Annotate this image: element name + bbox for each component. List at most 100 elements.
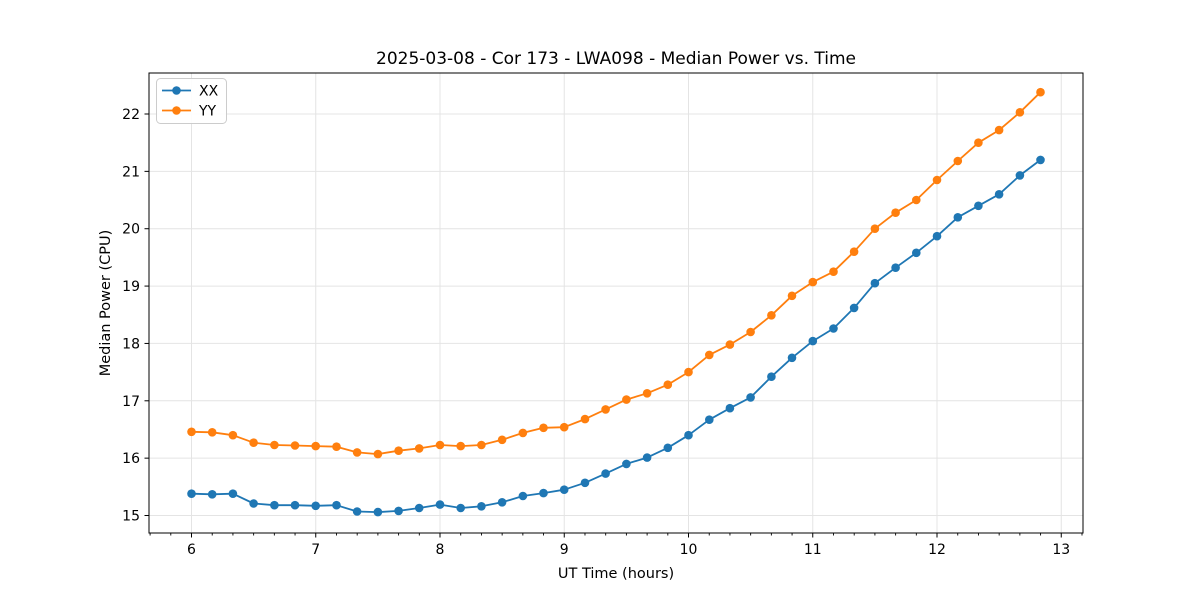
series-xx-marker <box>207 490 217 499</box>
x-tick-label: 13 <box>1052 542 1070 558</box>
series-xx-marker <box>953 213 963 222</box>
y-tick-label: 15 <box>122 509 140 525</box>
legend-label: YY <box>198 104 217 120</box>
series-xx-marker <box>435 500 445 509</box>
series-xx-marker <box>642 453 652 462</box>
series-xx-marker <box>270 500 279 510</box>
series-xx-marker <box>622 459 631 469</box>
series-yy-marker <box>891 208 900 217</box>
series-yy-marker <box>746 327 755 337</box>
series-xx-marker <box>891 263 900 273</box>
series-yy-marker <box>767 311 776 320</box>
series-xx-marker <box>477 502 486 511</box>
series-xx-line <box>191 159 1042 513</box>
series-yy-marker <box>456 441 466 451</box>
series-yy-marker <box>912 195 921 205</box>
series-xx-marker <box>994 190 1004 199</box>
series-yy-marker <box>725 340 735 349</box>
axis-tick-labels: 6 7 8 9 10 11 12 13 15 16 17 18 19 20 21 22 <box>122 107 1070 558</box>
plot-border <box>148 72 1084 534</box>
series-xx-marker <box>332 500 341 510</box>
series-xx-marker <box>311 501 321 511</box>
series-xx-marker <box>1015 171 1025 180</box>
series-yy-marker <box>994 125 1004 135</box>
x-tick-label: 12 <box>928 542 946 558</box>
series-yy-marker <box>290 441 300 450</box>
y-tick-label: 20 <box>122 222 140 238</box>
series-yy-marker <box>1015 108 1025 117</box>
series-yy-marker <box>974 138 983 147</box>
series-yy-marker <box>559 422 569 432</box>
series-xx-marker <box>352 507 362 516</box>
series-xx-marker <box>559 485 569 495</box>
series-xx-marker <box>725 403 735 413</box>
series-yy-marker <box>870 224 880 233</box>
series-yy-marker <box>539 423 548 433</box>
series-xx-marker <box>228 489 238 499</box>
series-yy-marker <box>622 395 631 404</box>
series-yy-marker <box>477 440 486 450</box>
x-tick-label: 6 <box>187 542 196 558</box>
series-xx-marker <box>497 498 507 507</box>
series-xx-marker <box>932 231 942 241</box>
x-tick-label: 10 <box>680 542 698 558</box>
y-tick-label: 21 <box>122 164 140 180</box>
legend-item-yy: YY <box>162 104 217 120</box>
series-xx-marker <box>456 503 466 513</box>
series-xx-marker <box>414 503 424 513</box>
series-yy-marker <box>601 405 610 414</box>
series-yy-marker <box>518 428 528 438</box>
series-yy-marker <box>311 441 321 451</box>
y-tick-label: 19 <box>122 279 140 295</box>
series-yy-marker <box>663 380 673 390</box>
series-yy-marker <box>228 430 238 440</box>
legend-marker <box>172 106 181 115</box>
series-yy-marker <box>1036 87 1045 97</box>
series-xx-marker <box>518 491 528 501</box>
series-xx-marker <box>767 372 776 382</box>
grid-lines <box>149 73 1083 533</box>
series-yy-marker <box>787 291 797 301</box>
series-yy-marker <box>270 440 279 450</box>
y-tick-label: 18 <box>122 336 140 352</box>
series-xx-marker <box>705 415 714 425</box>
series-yy-marker <box>187 427 196 437</box>
y-tick-label: 17 <box>122 394 140 410</box>
series-yy-marker <box>332 442 341 452</box>
series-yy-marker <box>394 446 403 456</box>
x-axis-label: UT Time (hours) <box>558 566 674 582</box>
series-xx-marker <box>580 478 590 488</box>
series-yy-marker <box>705 350 714 360</box>
series-xx-marker <box>870 278 880 288</box>
data-series <box>187 87 1045 517</box>
series-xx <box>187 155 1045 517</box>
series-yy-marker <box>207 428 217 437</box>
series-xx-marker <box>373 507 383 517</box>
series-xx-marker <box>829 324 838 333</box>
series-xx-marker <box>601 469 610 478</box>
legend-label: XX <box>199 84 219 100</box>
legend-marker <box>172 86 181 95</box>
series-yy-marker <box>932 175 942 185</box>
series-xx-marker <box>746 393 755 402</box>
x-tick-label: 8 <box>436 542 445 558</box>
legend-item-xx: XX <box>162 84 219 100</box>
legend: XX YY <box>156 78 227 124</box>
series-xx-marker <box>249 499 258 508</box>
series-xx-marker <box>394 506 403 516</box>
y-axis-label: Median Power (CPU) <box>98 230 114 377</box>
series-xx-marker <box>663 443 673 453</box>
chart-title: 2025-03-08 - Cor 173 - LWA098 - Median P… <box>376 49 856 69</box>
series-yy-marker <box>435 440 445 450</box>
series-yy-marker <box>352 448 362 457</box>
series-yy-marker <box>849 247 859 256</box>
series-xx-marker <box>187 489 196 499</box>
series-yy-marker <box>642 389 652 398</box>
series-yy-line <box>191 91 1042 456</box>
series-xx-marker <box>849 303 859 313</box>
series-yy-marker <box>414 444 424 453</box>
y-tick-label: 16 <box>122 451 140 467</box>
series-xx-marker <box>912 248 921 258</box>
